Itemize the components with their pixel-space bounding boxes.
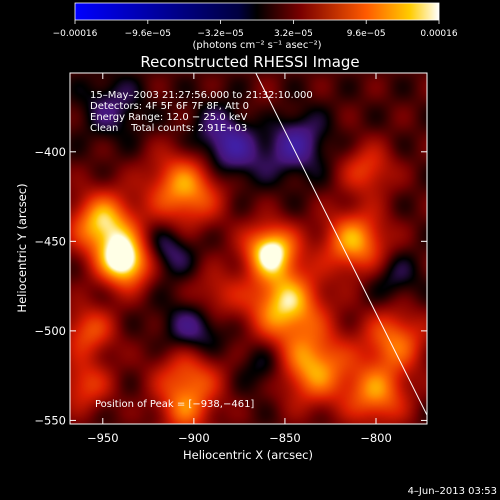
y-tick-label: −400 xyxy=(34,145,66,159)
y-axis-label: Heliocentric Y (arcsec) xyxy=(15,183,29,312)
colorbar-unit-label: (photons cm⁻² s⁻¹ asec⁻²) xyxy=(192,40,321,51)
x-tick-label: −950 xyxy=(87,431,119,445)
y-tick-label: −550 xyxy=(34,413,66,427)
y-axis-ticks: −550 −500 −450 −400 xyxy=(34,145,427,427)
solar-limb-line xyxy=(255,72,428,416)
colorbar-tick-label: −3.2e−05 xyxy=(197,29,243,39)
colorbar-tick-label: 0.00016 xyxy=(420,29,457,39)
colorbar-tick-label: −0.00016 xyxy=(53,29,98,39)
annotations: 15–May–2003 21:27:56.000 to 21:32:10.000… xyxy=(90,90,313,134)
chart-title: Reconstructed RHESSI Image xyxy=(140,53,359,71)
annotation-clean-counts: Clean Total counts: 2.91E+03 xyxy=(90,123,247,134)
y-tick-label: −500 xyxy=(34,324,66,338)
peak-position-label: Position of Peak = [−938,−461] xyxy=(95,399,254,410)
x-tick-label: −800 xyxy=(360,431,392,445)
annotation-detectors: Detectors: 4F 5F 6F 7F 8F, Att 0 xyxy=(90,101,249,112)
colorbar-tick-label: 3.2e−05 xyxy=(274,29,313,39)
plot-frame xyxy=(69,72,428,425)
colorbar xyxy=(74,2,440,21)
colorbar-tick-label: −9.6e−05 xyxy=(125,29,171,39)
colorbar-ticks: −0.00016 −9.6e−05 −3.2e−05 3.2e−05 9.6e−05 0.… xyxy=(53,20,458,39)
x-axis-label: Heliocentric X (arcsec) xyxy=(183,448,313,462)
y-tick-label: −450 xyxy=(34,234,66,248)
x-axis-ticks: −950 −900 −850 −800 xyxy=(87,73,392,445)
generation-date: 4–Jun–2013 03:53 xyxy=(408,486,497,497)
annotation-energy: Energy Range: 12.0 − 25.0 keV xyxy=(90,112,247,123)
annotation-time: 15–May–2003 21:27:56.000 to 21:32:10.000 xyxy=(90,90,313,101)
colorbar-tick-label: 9.6e−05 xyxy=(347,29,386,39)
x-tick-label: −850 xyxy=(269,431,301,445)
x-tick-label: −900 xyxy=(178,431,210,445)
heatmap-image xyxy=(70,73,427,424)
